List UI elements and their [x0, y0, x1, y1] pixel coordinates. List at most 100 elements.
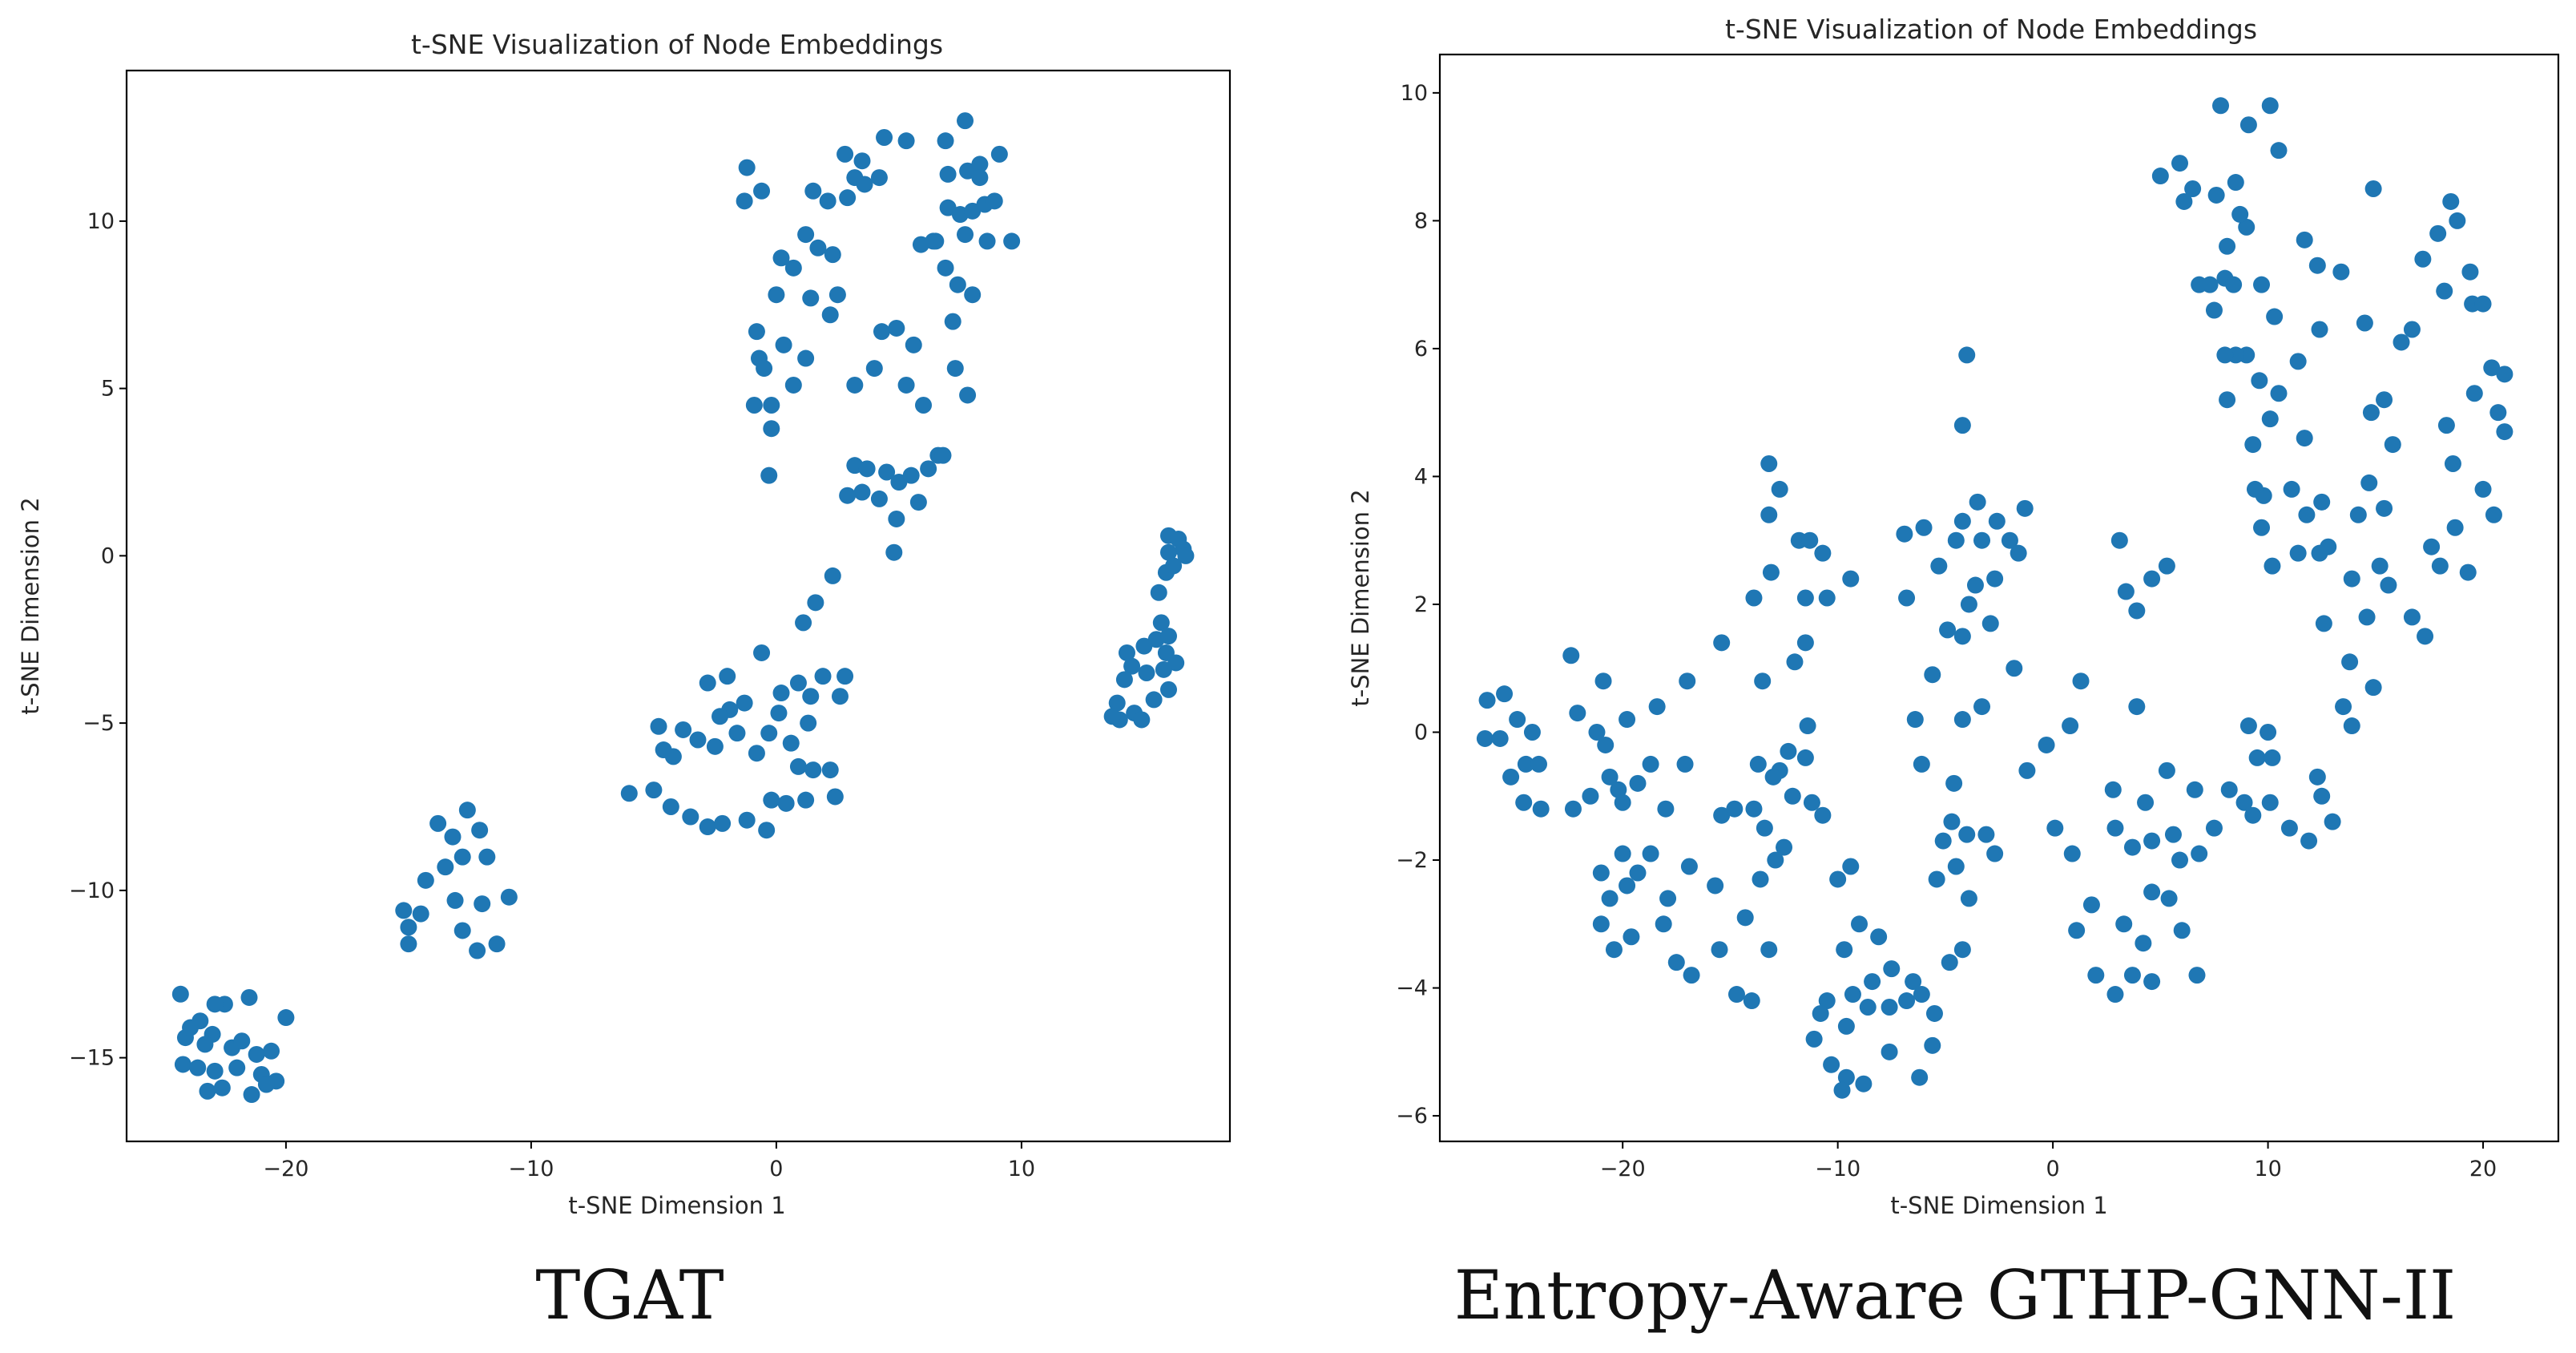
- gthp-data-point: [2414, 250, 2432, 268]
- gthp-data-point: [2260, 724, 2277, 741]
- gthp-data-point: [1988, 512, 2006, 530]
- tgat-data-point: [1108, 694, 1126, 712]
- gthp-data-point: [2296, 430, 2313, 447]
- tgat-data-point: [821, 306, 839, 324]
- tgat-data-point: [870, 490, 888, 507]
- tgat-data-point: [213, 1079, 231, 1097]
- gthp-data-point: [2496, 366, 2514, 383]
- gthp-data-point: [1986, 570, 2004, 588]
- tgat-data-point: [189, 1059, 207, 1076]
- tgat-data-point: [412, 905, 429, 923]
- tgat-data-point: [858, 460, 876, 478]
- gthp-data-point: [2212, 97, 2230, 115]
- tgat-data-point: [797, 226, 815, 244]
- tgat-data-point: [171, 985, 189, 1003]
- gthp-data-point: [1752, 870, 1769, 888]
- gthp-data-point: [2442, 192, 2460, 210]
- gthp-data-point: [1502, 768, 1520, 786]
- gthp-data-point: [2313, 787, 2331, 805]
- tgat-data-point: [878, 463, 896, 481]
- gthp-data-point: [2115, 915, 2133, 933]
- tgat-data-point: [753, 644, 771, 661]
- tgat-data-point: [712, 708, 729, 725]
- gthp-data-point: [1973, 531, 1991, 549]
- gthp-data-point: [2261, 97, 2279, 115]
- gthp-data-point: [1930, 557, 1948, 575]
- gthp-data-point: [2143, 883, 2161, 901]
- tgat-data-point: [763, 791, 780, 809]
- gthp-data-point: [2239, 717, 2257, 735]
- gthp-data-point: [2143, 973, 2161, 991]
- tgat-data-point: [736, 694, 753, 712]
- gthp-data-point: [2110, 531, 2128, 549]
- tgat-data-point: [775, 336, 792, 353]
- gthp-data-point: [1767, 851, 1784, 869]
- gthp-ytick-label: 2: [1414, 592, 1428, 617]
- tgat-data-point: [763, 397, 780, 414]
- tgat-data-point: [1177, 547, 1195, 564]
- gthp-data-point: [2248, 749, 2266, 766]
- tgat-data-point: [620, 785, 638, 802]
- gthp-data-point: [2010, 544, 2027, 562]
- chart-tgat-x-axis-label: t-SNE Dimension 1: [568, 1192, 785, 1219]
- chart-tgat-y-axis: −15 −10 −5 0 5 10: [69, 209, 127, 1071]
- tgat-data-point: [784, 259, 802, 277]
- gthp-data-point: [1597, 736, 1615, 753]
- gthp-data-point: [1836, 941, 1853, 959]
- gthp-data-point: [1958, 826, 1976, 843]
- tgat-data-point: [939, 165, 957, 183]
- tgat-data-point: [828, 286, 846, 304]
- gthp-data-point: [2296, 231, 2313, 248]
- gthp-data-point: [2496, 423, 2514, 441]
- tgat-ytick-label: 0: [101, 543, 115, 568]
- tgat-data-point: [909, 494, 927, 511]
- gthp-data-point: [1799, 717, 1816, 735]
- gthp-data-point: [1953, 941, 1971, 959]
- tgat-data-point: [444, 828, 462, 846]
- tgat-data-point: [745, 397, 763, 414]
- gthp-data-point: [1805, 1030, 1823, 1048]
- gthp-data-point: [1745, 589, 1763, 607]
- gthp-data-point: [1707, 877, 1724, 895]
- tgat-data-point: [760, 466, 778, 484]
- gthp-ytick-label: 8: [1414, 208, 1428, 233]
- tgat-xtick-label: 10: [1008, 1157, 1035, 1181]
- gthp-data-point: [2393, 333, 2410, 351]
- tgat-data-point: [728, 725, 746, 742]
- tgat-data-point: [1138, 664, 1155, 681]
- gthp-data-point: [2191, 276, 2208, 293]
- gthp-data-point: [2207, 186, 2225, 204]
- gthp-data-point: [1605, 941, 1623, 959]
- gthp-data-point: [1496, 685, 1514, 703]
- gthp-data-point: [1594, 672, 1612, 690]
- gthp-data-point: [2403, 608, 2421, 626]
- tgat-data-point: [206, 996, 224, 1013]
- gthp-data-point: [2225, 276, 2243, 293]
- tgat-data-point: [804, 182, 822, 200]
- tgat-data-point: [753, 182, 771, 200]
- tgat-data-point: [784, 376, 802, 394]
- gthp-data-point: [1592, 915, 1610, 933]
- tgat-data-point: [182, 1019, 200, 1036]
- tgat-data-point: [853, 152, 871, 170]
- gthp-data-point: [1911, 1068, 1929, 1086]
- gthp-data-point: [2205, 819, 2223, 837]
- gthp-data-point: [2006, 660, 2023, 677]
- gthp-data-point: [2261, 410, 2279, 428]
- gthp-data-point: [2376, 499, 2393, 517]
- gthp-data-point: [1934, 832, 1952, 850]
- gthp-data-point: [2429, 224, 2447, 242]
- gthp-data-point: [2431, 557, 2449, 575]
- chart-gthp-y-axis-label: t-SNE Dimension 2: [1347, 489, 1374, 706]
- gthp-data-point: [1762, 563, 1780, 581]
- tgat-data-point: [964, 202, 982, 220]
- gthp-data-point: [2444, 454, 2461, 472]
- gthp-data-point: [1924, 1036, 1941, 1054]
- gthp-data-point: [2062, 717, 2079, 735]
- tgat-data-point: [196, 1036, 214, 1053]
- gthp-data-point: [2376, 391, 2393, 409]
- tgat-data-point: [240, 988, 258, 1006]
- gthp-data-point: [1855, 1075, 1873, 1092]
- tgat-data-point: [902, 466, 920, 484]
- tgat-data-point: [959, 386, 977, 404]
